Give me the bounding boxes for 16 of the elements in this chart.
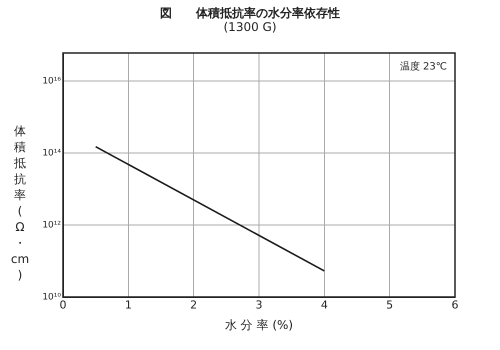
x-tick-label: 5 <box>386 298 394 312</box>
chart-title: 図 体積抵抗率の水分率依存性 <box>160 6 340 20</box>
x-tick-label: 1 <box>124 298 132 312</box>
x-tick-label: 0 <box>60 298 66 312</box>
y-tick-label: 10¹⁰ <box>42 292 62 302</box>
y-tick-label: 10¹⁴ <box>42 148 62 158</box>
y-tick-label: 10¹⁶ <box>42 76 62 86</box>
x-tick-label: 4 <box>320 298 328 312</box>
chart-subtitle: (1300 G) <box>223 20 277 34</box>
x-tick-label: 3 <box>256 298 262 312</box>
y-tick-label: 10¹² <box>42 220 62 230</box>
text: 体積抵抗率(Ω・cm) <box>10 124 30 282</box>
x-tick-label: 6 <box>452 298 458 312</box>
x-axis-title: 水 分 率 (%) <box>224 318 294 332</box>
annotation: 温度 23℃ <box>400 60 447 73</box>
x-tick-label: 2 <box>190 298 198 312</box>
